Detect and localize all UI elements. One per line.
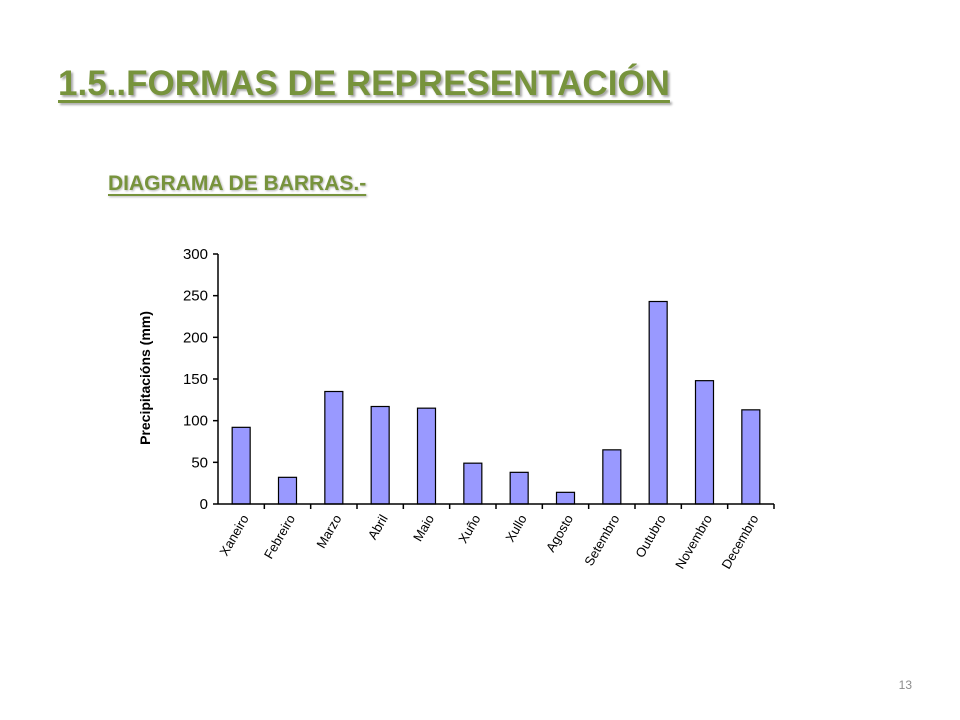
x-category-label: Setembro [581, 512, 622, 568]
page-number: 13 [898, 678, 912, 692]
y-tick-label: 200 [183, 329, 208, 346]
x-category-label: Febreiro [261, 512, 298, 561]
bar-maio [416, 407, 437, 505]
x-category-label: Xaneiro [216, 512, 251, 558]
x-category-label: Outubro [632, 512, 668, 560]
slide-title: 1.5..FORMAS DE REPRESENTACIÓN [58, 64, 670, 103]
category-labels: Xaneiro Febreiro Marzo Abril Maio Xuño Xullo Ag… [216, 512, 761, 572]
bar-agosto [555, 491, 576, 505]
y-tick-label: 0 [200, 496, 208, 513]
bar-xaneiro [231, 426, 251, 505]
bars [231, 300, 775, 509]
y-tick-label: 250 [183, 288, 208, 305]
bar-marzo [324, 390, 344, 505]
bar-febreiro [277, 476, 298, 505]
x-category-label: Decembro [718, 512, 761, 571]
y-axis-ticks: 0 50 100 150 200 250 300 [183, 246, 218, 513]
x-category-label: Xuño [455, 512, 483, 546]
bar-novembro [694, 380, 715, 505]
slide-subtitle: DIAGRAMA DE BARRAS.- [108, 172, 367, 195]
y-tick-label: 150 [183, 371, 208, 388]
x-category-label: Novembro [672, 512, 715, 571]
bar-xullo [509, 471, 529, 505]
x-category-label: Maio [410, 512, 437, 544]
x-category-label: Agosto [543, 512, 576, 555]
bar-abril [370, 405, 390, 505]
y-tick-label: 50 [191, 454, 208, 471]
y-tick-label: 300 [183, 246, 208, 263]
bar-outubro [648, 300, 668, 505]
bar-setembro [602, 449, 622, 505]
y-tick-label: 100 [183, 413, 208, 430]
x-category-label: Xullo [502, 512, 529, 545]
x-category-label: Abril [365, 512, 391, 542]
bar-decembro [741, 409, 761, 505]
bar-xuño [463, 462, 483, 505]
x-category-label: Marzo [313, 512, 344, 551]
y-axis-title: Precipitacións (mm) [137, 311, 153, 445]
axes [217, 254, 774, 505]
